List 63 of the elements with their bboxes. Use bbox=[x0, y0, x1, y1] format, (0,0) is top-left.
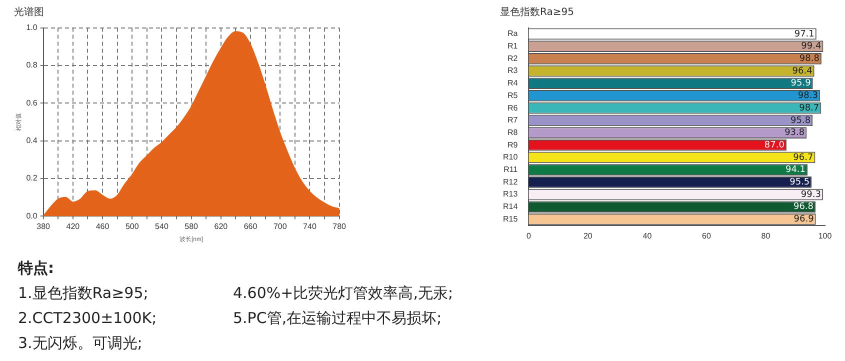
y-tick-label: R3 bbox=[507, 66, 518, 76]
text: 4.60%+比荧光灯管效率高,无汞; bbox=[233, 284, 454, 303]
x-tick-label: 580 bbox=[184, 222, 199, 232]
data-label: 95.9 bbox=[790, 78, 812, 89]
y-tick-label: R8 bbox=[507, 128, 518, 137]
data-label: 96.8 bbox=[793, 202, 814, 212]
y-tick-label: 0.8 bbox=[26, 60, 38, 70]
x-tick-label: 60 bbox=[702, 231, 712, 240]
x-tick-label: 540 bbox=[155, 222, 169, 232]
y-tick-label: R11 bbox=[504, 165, 518, 174]
data-label: 96.9 bbox=[794, 214, 814, 225]
x-tick-label: 100 bbox=[818, 231, 832, 240]
x-tick-label: 740 bbox=[303, 222, 317, 232]
text: 2.CCT2300±100K; bbox=[18, 309, 158, 328]
data-label: 98.7 bbox=[799, 103, 820, 114]
x-tick-label: 460 bbox=[96, 222, 110, 232]
y-tick-label: 0.2 bbox=[26, 174, 38, 183]
x-tick-label: 0 bbox=[526, 231, 532, 240]
text: 1.显色指数Ra≥95; bbox=[18, 284, 150, 303]
y-tick-label: Ra bbox=[507, 29, 518, 38]
x-tick-label: 80 bbox=[761, 231, 771, 240]
chart-title: 光谱图 bbox=[14, 6, 45, 20]
y-tick-label: R7 bbox=[507, 116, 518, 125]
data-label: 95.8 bbox=[790, 116, 811, 126]
data-label: 94.1 bbox=[785, 165, 806, 176]
x-tick-label: 660 bbox=[244, 222, 258, 232]
data-label: 95.5 bbox=[790, 178, 810, 188]
y-tick-label: 1.0 bbox=[26, 23, 38, 32]
text: 5.PC管,在运输过程中不易损坏; bbox=[233, 309, 443, 328]
text: 特点: bbox=[18, 258, 55, 278]
y-tick-label: 0.0 bbox=[26, 211, 38, 220]
y-tick-label: R14 bbox=[502, 202, 518, 212]
data-label: 87.0 bbox=[764, 140, 785, 150]
y-tick-label: R4 bbox=[507, 78, 518, 88]
text: 3.无闪烁。可调光; bbox=[18, 334, 144, 353]
y-tick-label: R2 bbox=[507, 54, 518, 63]
data-label: 96.4 bbox=[792, 66, 813, 76]
x-tick-label: 40 bbox=[642, 231, 652, 240]
y-tick-label: R5 bbox=[507, 90, 518, 100]
data-label: 99.3 bbox=[800, 190, 821, 200]
data-label: 99.4 bbox=[801, 42, 822, 52]
data-label: 98.8 bbox=[799, 54, 820, 64]
y-tick-label: R15 bbox=[502, 214, 518, 224]
data-label: 93.8 bbox=[784, 128, 805, 138]
data-label: 96.7 bbox=[793, 152, 814, 163]
x-tick-label: 500 bbox=[125, 222, 140, 232]
y-tick-label: R13 bbox=[502, 190, 518, 199]
chart-title: 显色指数Ra≥95 bbox=[500, 6, 575, 20]
x-tick-label: 420 bbox=[66, 222, 80, 232]
x-tick-label: 620 bbox=[214, 222, 228, 232]
x-tick-label: 780 bbox=[332, 222, 347, 232]
x-tick-label: 380 bbox=[36, 222, 51, 232]
x-tick-label: 20 bbox=[583, 231, 593, 240]
data-label: 98.3 bbox=[798, 91, 818, 102]
data-label: 97.1 bbox=[794, 29, 814, 40]
y-tick-label: R10 bbox=[502, 152, 518, 162]
y-tick-label: 0.6 bbox=[26, 98, 38, 108]
x-tick-label: 700 bbox=[273, 222, 288, 232]
y-tick-label: R6 bbox=[507, 103, 518, 112]
y-tick-label: R1 bbox=[507, 42, 518, 51]
y-tick-label: R12 bbox=[502, 177, 518, 186]
y-tick-label: R9 bbox=[507, 140, 518, 150]
y-tick-label: 0.4 bbox=[26, 136, 38, 146]
